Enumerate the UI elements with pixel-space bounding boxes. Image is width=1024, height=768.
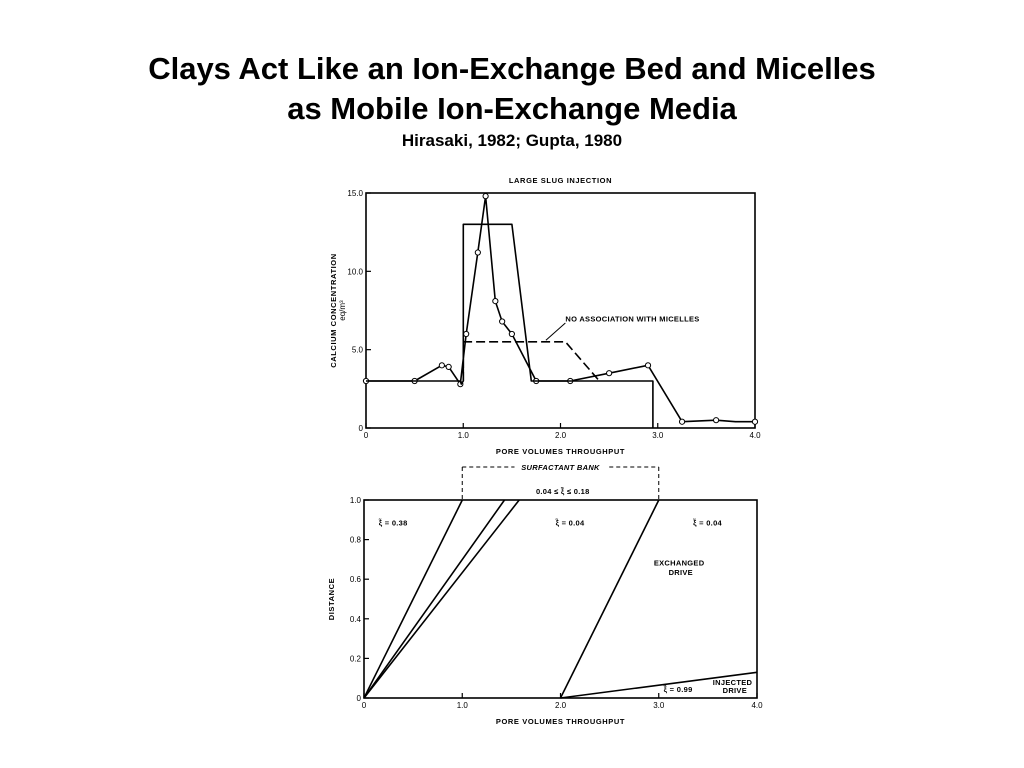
x-tick-label: 3.0 [652, 431, 664, 440]
x-tick-label: 1.0 [457, 701, 469, 710]
data-point [474, 249, 481, 256]
data-point [463, 330, 470, 338]
data-point [445, 363, 452, 370]
y-axis-label: CALCIUM CONCENTRATION [329, 253, 338, 368]
y-tick-label: 0.2 [350, 654, 362, 663]
x-tick-label: 0 [364, 431, 369, 440]
data-point [438, 362, 445, 369]
data-point [678, 418, 686, 425]
slide-citation: Hirasaki, 1982; Gupta, 1980 [401, 131, 623, 150]
chart-annotation: DRIVE [723, 686, 747, 695]
y-axis-unit: eq/m³ [338, 300, 347, 321]
x-tick-label: 0 [362, 701, 367, 710]
chart-annotation: INJECTED [713, 678, 753, 687]
series-line-1 [366, 223, 654, 428]
slide-title-line-2: as Mobile Ion-Exchange Media [287, 91, 737, 126]
x-tick-label: 2.0 [555, 701, 567, 710]
y-tick-label: 0.6 [350, 575, 362, 584]
y-tick-label: 0.4 [350, 615, 362, 624]
data-point [508, 330, 515, 338]
chart-annotation: ξ̃ = 0.04 [555, 519, 585, 528]
chart-title: LARGE SLUG INJECTION [509, 176, 612, 185]
data-point [751, 418, 759, 425]
chart-annotation: NO ASSOCIATION WITH MICELLES [565, 314, 699, 323]
y-tick-label: 0 [357, 694, 362, 703]
data-point [482, 193, 489, 200]
chart-annotation: DRIVE [669, 568, 693, 577]
x-tick-label: 2.0 [555, 431, 567, 440]
x-tick-label: 1.0 [458, 431, 470, 440]
y-tick-label: 1.0 [350, 496, 362, 505]
y-tick-label: 0.8 [350, 536, 362, 545]
y-tick-label: 0 [359, 424, 364, 433]
data-point [606, 370, 613, 377]
slide-title-line-1: Clays Act Like an Ion-Exchange Bed and M… [148, 51, 876, 86]
chart-annotation: ξ̃ = 0.99 [663, 685, 693, 694]
data-point [713, 417, 720, 424]
x-axis-label: PORE VOLUMES THROUGHPUT [496, 717, 625, 726]
series-line-0 [363, 499, 464, 699]
series-line-2 [462, 340, 601, 382]
series-line-3 [559, 499, 660, 699]
plot-frame [363, 499, 758, 699]
series-line-1 [363, 499, 506, 699]
chart-annotation: ξ̃ = 0.38 [378, 519, 408, 528]
bracket-label-bg [514, 460, 607, 472]
series-line-2 [363, 499, 520, 699]
plot-frame [365, 192, 756, 429]
data-point [644, 362, 652, 369]
annotation-leader [545, 322, 566, 341]
x-tick-label: 4.0 [751, 701, 763, 710]
x-tick-label: 4.0 [749, 431, 761, 440]
x-tick-label: 3.0 [653, 701, 665, 710]
y-tick-label: 5.0 [352, 346, 364, 355]
chart-annotation: ξ̃ = 0.04 [692, 519, 722, 528]
y-tick-label: 10.0 [347, 267, 363, 276]
y-axis-label: DISTANCE [327, 578, 336, 621]
data-point [499, 318, 506, 325]
series-line-4 [560, 671, 758, 699]
y-tick-label: 15.0 [347, 189, 363, 198]
bracket-label: SURFACTANT BANK [521, 463, 600, 472]
distance-chart: 0 1.0 2.0 3.0 4.0 0 0.2 0.4 0.6 0.8 1.0 ξ̃ = 0.38 0.… [327, 460, 763, 726]
data-point [492, 298, 499, 305]
calcium-concentration-chart: 0 1.0 2.0 3.0 4.0 0 5.0 10.0 15.0 NO ASSOCIATION … [329, 176, 761, 456]
series-line-0 [366, 195, 755, 423]
x-axis-label: PORE VOLUMES THROUGHPUT [496, 447, 625, 456]
chart-annotation: 0.04 ≤ ξ̃ ≤ 0.18 [536, 487, 590, 496]
chart-annotation: EXCHANGED [654, 558, 705, 567]
